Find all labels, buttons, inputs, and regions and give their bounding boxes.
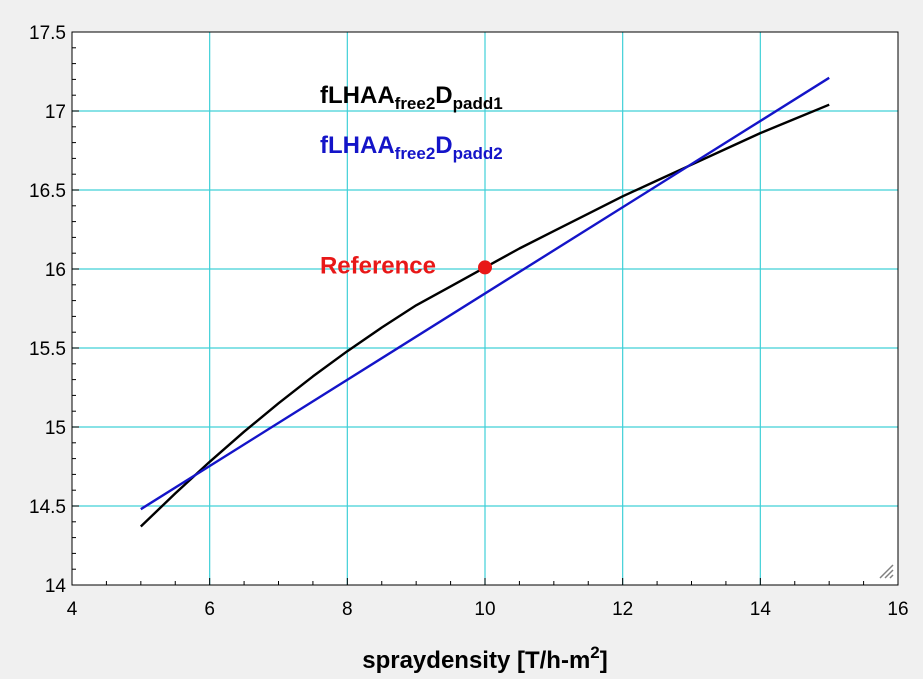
x-tick-label: 10 (474, 599, 495, 620)
x-tick-label: 8 (342, 599, 353, 620)
y-tick-label: 16.5 (29, 181, 66, 202)
x-axis-label-sup: 2 (590, 643, 599, 662)
x-tick-label: 16 (887, 599, 908, 620)
reference-label: Reference (320, 252, 436, 279)
series-line-2 (140, 76, 830, 511)
x-tick-label: 4 (67, 599, 78, 620)
legend-1-sub2: padd1 (453, 94, 503, 113)
y-tick-label: 14.5 (29, 497, 66, 518)
x-axis-label: spraydensity [T/h-m2] (362, 643, 608, 674)
y-tick-label: 15.5 (29, 339, 66, 360)
x-axis-label-main: spraydensity [T/h-m (362, 647, 590, 674)
x-axis-label-end: ] (600, 647, 608, 674)
legend-1-base2: D (435, 82, 452, 109)
legend-1-base1: fLHAA (320, 82, 395, 109)
legend-2-base2: D (435, 132, 452, 159)
grid (72, 32, 898, 585)
legend-1-sub1: free2 (395, 94, 436, 113)
legend-2-base1: fLHAA (320, 132, 395, 159)
y-tick-label: 16 (45, 260, 66, 281)
legend-2-sub2: padd2 (453, 144, 503, 163)
x-tick-label: 12 (612, 599, 633, 620)
y-tick-label: 14 (45, 576, 67, 597)
legend-entry-1: fLHAAfree2Dpadd1 (320, 82, 503, 113)
legend-entry-2: fLHAAfree2Dpadd2 (320, 132, 503, 163)
resize-grip-icon[interactable] (879, 564, 894, 579)
y-tick-label: 17 (45, 102, 66, 123)
tick-layer: 4 6 8 10 12 14 16 14 14.5 15 15.5 16 16.5 17 17.5 (29, 23, 909, 620)
x-tick-label: 6 (204, 599, 215, 620)
legend-2-sub1: free2 (395, 144, 436, 163)
y-tick-label: 17.5 (29, 23, 66, 44)
x-tick-label: 14 (750, 599, 772, 620)
plot-frame (71, 31, 899, 586)
y-tick-label: 15 (45, 418, 66, 439)
reference-marker (478, 260, 492, 275)
